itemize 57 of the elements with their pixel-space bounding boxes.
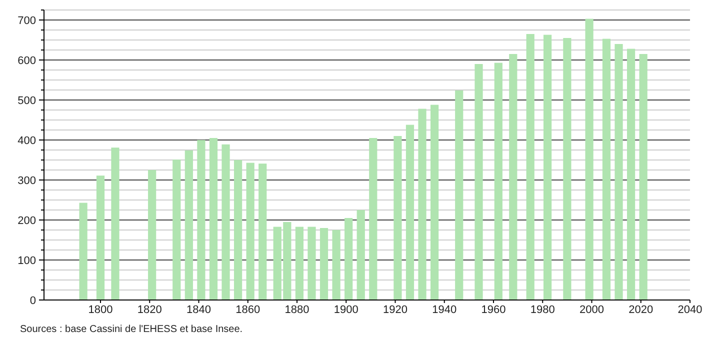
bar bbox=[455, 90, 464, 300]
x-tick-label: 1820 bbox=[137, 304, 162, 316]
bar bbox=[258, 164, 267, 300]
x-tick-label: 1860 bbox=[236, 304, 260, 316]
x-tick-label: 1940 bbox=[432, 304, 457, 316]
bar bbox=[474, 64, 483, 300]
bar bbox=[184, 150, 193, 300]
y-tick-label: 0 bbox=[30, 294, 36, 307]
bar bbox=[406, 124, 414, 300]
bar bbox=[543, 34, 552, 300]
bar bbox=[639, 54, 648, 300]
x-tick-label: 2000 bbox=[580, 304, 604, 316]
x-tick-label: 2040 bbox=[678, 304, 702, 316]
bar bbox=[356, 210, 365, 300]
bar bbox=[111, 148, 120, 300]
bar bbox=[394, 136, 402, 300]
x-tick-label: 1840 bbox=[186, 304, 211, 316]
bar bbox=[626, 48, 636, 300]
bar bbox=[197, 140, 206, 300]
bar bbox=[320, 228, 328, 300]
y-tick-label: 600 bbox=[18, 54, 36, 67]
y-tick-label: 100 bbox=[18, 254, 36, 267]
bar bbox=[344, 218, 353, 300]
source-note: Sources : base Cassini de l'EHESS et base Insee. bbox=[20, 324, 243, 335]
bar bbox=[614, 44, 623, 300]
x-tick-label: 2020 bbox=[628, 304, 654, 316]
bar bbox=[430, 104, 439, 300]
y-tick-label: 500 bbox=[18, 94, 36, 107]
y-tick-label: 200 bbox=[18, 214, 36, 227]
x-tick-label: 1800 bbox=[88, 304, 113, 316]
x-tick-label: 1900 bbox=[334, 304, 358, 316]
bar bbox=[308, 226, 316, 300]
x-tick-label: 1920 bbox=[383, 304, 408, 316]
bar bbox=[509, 54, 518, 300]
x-tick-label: 1880 bbox=[284, 304, 310, 316]
bar bbox=[369, 138, 378, 300]
bar bbox=[246, 162, 254, 300]
bar bbox=[585, 18, 594, 300]
y-tick-label: 300 bbox=[18, 174, 36, 187]
x-tick-label: 1960 bbox=[481, 304, 506, 316]
bar bbox=[172, 160, 181, 300]
y-tick-label: 700 bbox=[18, 14, 36, 27]
y-tick-label: 400 bbox=[18, 134, 36, 147]
bar bbox=[209, 138, 218, 300]
bar bbox=[295, 226, 304, 300]
bar bbox=[526, 34, 534, 300]
bar bbox=[79, 202, 88, 300]
bar bbox=[332, 230, 340, 300]
bar bbox=[234, 160, 242, 300]
bar bbox=[494, 62, 502, 300]
bar bbox=[222, 144, 230, 300]
bar bbox=[602, 38, 611, 300]
bar bbox=[148, 170, 156, 300]
bar bbox=[563, 38, 572, 300]
bar bbox=[96, 176, 105, 300]
bar bbox=[418, 108, 426, 300]
x-tick-label: 1980 bbox=[530, 304, 555, 316]
